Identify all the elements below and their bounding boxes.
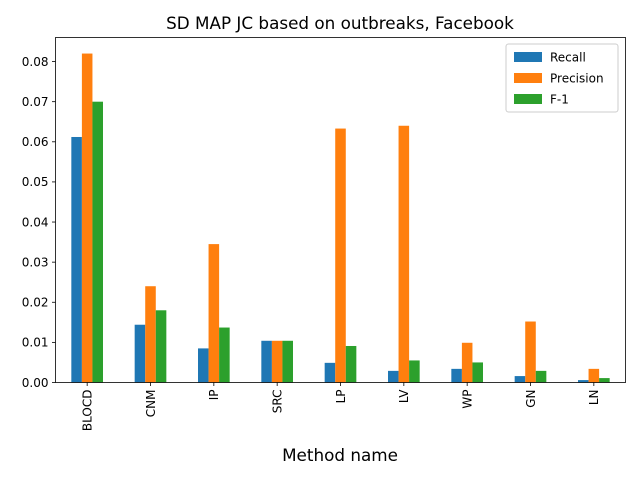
bar-precision-lp xyxy=(335,128,346,383)
legend-label: F-1 xyxy=(550,92,569,106)
x-tick-label: SRC xyxy=(270,390,284,414)
x-axis-label: Method name xyxy=(282,445,398,465)
x-tick-label: LP xyxy=(334,390,348,404)
legend: Recall Precision F-1 xyxy=(505,43,619,113)
bar-recall-wp xyxy=(451,368,462,383)
y-tick-label: 0.07 xyxy=(22,95,49,109)
x-tick-label: CNM xyxy=(144,390,158,418)
x-tick-label: LN xyxy=(587,390,601,406)
bar-f-1-src xyxy=(282,340,293,383)
bar-f-1-ln xyxy=(599,378,610,383)
bar-precision-src xyxy=(271,340,283,383)
legend-swatch xyxy=(514,73,542,83)
x-axis: BLOCD CNM IP SRC LP LV WP GN LN xyxy=(80,382,601,432)
bar-recall-ip xyxy=(198,348,209,383)
bar-recall-src xyxy=(261,340,272,383)
x-tick-label: IP xyxy=(207,390,221,401)
bar-precision-gn xyxy=(525,321,536,383)
bar-f-1-ip xyxy=(219,327,230,383)
y-tick-label: 0.00 xyxy=(22,376,49,390)
bar-recall-cnm xyxy=(134,324,146,383)
chart-title: SD MAP JC based on outbreaks, Facebook xyxy=(166,13,514,33)
bar-recall-lv xyxy=(388,370,399,383)
bar-recall-gn xyxy=(514,376,526,383)
bar-f-1-gn xyxy=(535,370,547,383)
y-tick-label: 0.02 xyxy=(22,296,49,310)
bar-precision-wp xyxy=(461,342,473,383)
bar-f-1-blocd xyxy=(92,101,103,383)
x-tick-label: LV xyxy=(397,389,411,403)
plot-frame xyxy=(55,37,626,383)
y-tick-label: 0.05 xyxy=(22,175,49,189)
bar-recall-ln xyxy=(578,380,589,383)
bar-recall-lp xyxy=(324,362,336,383)
bar-f-1-wp xyxy=(472,362,483,383)
x-tick-label: GN xyxy=(524,390,538,408)
legend-swatch xyxy=(514,52,542,62)
bar-precision-ln xyxy=(588,368,600,383)
bar-precision-lv xyxy=(398,125,410,383)
x-tick-label: BLOCD xyxy=(80,390,94,432)
bar-f-1-cnm xyxy=(155,310,167,383)
bar-f-1-lp xyxy=(345,345,357,383)
x-tick-label: WP xyxy=(460,390,474,409)
legend-label: Recall xyxy=(550,50,586,64)
bar-precision-blocd xyxy=(81,53,93,383)
bar-precision-ip xyxy=(208,244,220,383)
y-tick-label: 0.04 xyxy=(22,215,49,229)
bar-recall-blocd xyxy=(71,136,82,383)
y-tick-label: 0.06 xyxy=(22,135,49,149)
y-tick-label: 0.03 xyxy=(22,255,49,269)
y-axis: 0.00 0.01 0.02 0.03 0.04 0.05 0.06 0.07 0.08 xyxy=(22,55,56,390)
legend-swatch xyxy=(514,94,542,104)
bar-precision-cnm xyxy=(145,286,156,383)
y-tick-label: 0.01 xyxy=(22,336,49,350)
bars-group xyxy=(71,53,610,383)
bar-f-1-lv xyxy=(409,360,420,383)
legend-label: Precision xyxy=(550,71,604,85)
y-tick-label: 0.08 xyxy=(22,55,49,69)
